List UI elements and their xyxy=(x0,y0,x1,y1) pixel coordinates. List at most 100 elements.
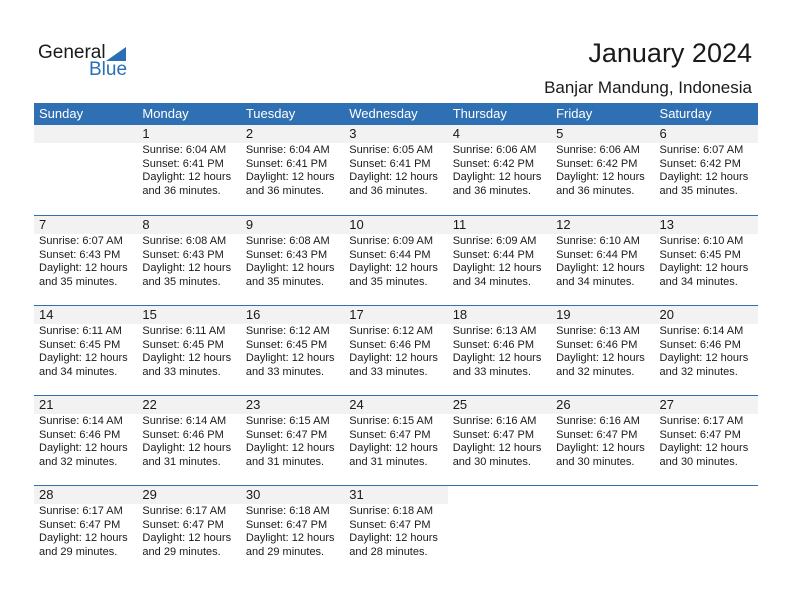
sunrise-text: Sunrise: 6:18 AM xyxy=(245,505,330,517)
day-number: 26 xyxy=(551,396,655,414)
minutes-text: and 36 minutes. xyxy=(556,184,635,197)
sunset-text: Sunset: 6:45 PM xyxy=(39,338,121,351)
day-info: Sunrise: 6:06 AM Sunset: 6:42 PM Daylight:… xyxy=(448,143,551,198)
sunset-text: Sunset: 6:46 PM xyxy=(659,338,741,351)
sunrise-text: Sunrise: 6:05 AM xyxy=(349,144,434,156)
sunset-text: Sunset: 6:47 PM xyxy=(659,428,741,441)
daylight-text: Daylight: 12 hours xyxy=(452,262,542,274)
sunset-text: Sunset: 6:44 PM xyxy=(452,248,535,261)
day-cell: 30 Sunrise: 6:18 AM Sunset: 6:47 PM Dayligh… xyxy=(240,486,345,575)
day-cell: 7 Sunrise: 6:07 AM Sunset: 6:43 PM Daylight… xyxy=(34,216,138,305)
sunset-text: Sunset: 6:41 PM xyxy=(349,157,431,170)
sunrise-text: Sunrise: 6:18 AM xyxy=(349,505,434,517)
day-cell: 1 Sunrise: 6:04 AM Sunset: 6:41 PM Daylight… xyxy=(137,125,241,215)
sunrise-text: Sunrise: 6:12 AM xyxy=(245,325,330,337)
minutes-text: and 35 minutes. xyxy=(39,275,118,288)
daylight-text: Daylight: 12 hours xyxy=(349,171,438,183)
day-cell: 16 Sunrise: 6:12 AM Sunset: 6:45 PM Dayligh… xyxy=(240,306,345,395)
daylight-text: Daylight: 12 hours xyxy=(452,171,542,183)
minutes-text: and 34 minutes. xyxy=(39,365,118,378)
day-cell: 8 Sunrise: 6:08 AM Sunset: 6:43 PM Daylight… xyxy=(137,216,241,305)
day-info: Sunrise: 6:15 AM Sunset: 6:47 PM Daylight:… xyxy=(241,414,344,469)
day-number: 14 xyxy=(34,306,138,324)
minutes-text: and 31 minutes. xyxy=(349,455,428,468)
daylight-text: Daylight: 12 hours xyxy=(39,532,128,544)
day-number: 9 xyxy=(240,216,345,234)
day-number: 18 xyxy=(447,306,552,324)
day-info: Sunrise: 6:07 AM Sunset: 6:42 PM Daylight:… xyxy=(655,143,758,198)
minutes-text: and 32 minutes. xyxy=(556,365,635,378)
daylight-text: Daylight: 12 hours xyxy=(349,352,438,364)
weekday-thursday: Thursday xyxy=(452,106,507,121)
daylight-text: Daylight: 12 hours xyxy=(142,352,232,364)
page-title: January 2024 xyxy=(588,38,752,68)
minutes-text: and 35 minutes. xyxy=(659,184,738,197)
sunrise-text: Sunrise: 6:14 AM xyxy=(39,415,123,427)
day-number: 15 xyxy=(137,306,241,324)
day-cell: 10 Sunrise: 6:09 AM Sunset: 6:44 PM Dayligh… xyxy=(344,216,448,305)
daylight-text: Daylight: 12 hours xyxy=(659,442,749,454)
sunset-text: Sunset: 6:47 PM xyxy=(245,518,328,531)
sunrise-text: Sunrise: 6:11 AM xyxy=(39,325,122,337)
day-info: Sunrise: 6:14 AM Sunset: 6:46 PM Daylight:… xyxy=(34,414,137,469)
daylight-text: Daylight: 12 hours xyxy=(556,171,645,183)
minutes-text: and 34 minutes. xyxy=(659,275,738,288)
day-number: 24 xyxy=(344,396,448,414)
day-info: Sunrise: 6:09 AM Sunset: 6:44 PM Daylight:… xyxy=(344,234,447,289)
day-info: Sunrise: 6:06 AM Sunset: 6:42 PM Daylight:… xyxy=(551,143,654,198)
day-info: Sunrise: 6:17 AM Sunset: 6:47 PM Daylight:… xyxy=(137,504,240,559)
sunset-text: Sunset: 6:47 PM xyxy=(349,428,431,441)
day-cell: 2 Sunrise: 6:04 AM Sunset: 6:41 PM Daylight… xyxy=(240,125,345,215)
sunrise-text: Sunrise: 6:14 AM xyxy=(142,415,227,427)
day-number: 25 xyxy=(447,396,552,414)
sunset-text: Sunset: 6:47 PM xyxy=(452,428,535,441)
daylight-text: Daylight: 12 hours xyxy=(659,352,749,364)
day-info: Sunrise: 6:10 AM Sunset: 6:45 PM Daylight:… xyxy=(655,234,758,289)
sunrise-text: Sunrise: 6:13 AM xyxy=(556,325,640,337)
day-band xyxy=(655,486,758,504)
weekday-saturday: Saturday xyxy=(659,106,712,121)
minutes-text: and 33 minutes. xyxy=(245,365,325,378)
minutes-text: and 30 minutes. xyxy=(452,455,531,468)
minutes-text: and 35 minutes. xyxy=(245,275,325,288)
week-row: 1 Sunrise: 6:04 AM Sunset: 6:41 PM Daylight… xyxy=(34,125,758,215)
sunset-text: Sunset: 6:43 PM xyxy=(142,248,224,261)
week-row: 7 Sunrise: 6:07 AM Sunset: 6:43 PM Daylight… xyxy=(34,215,758,305)
daylight-text: Daylight: 12 hours xyxy=(349,442,438,454)
day-number: 29 xyxy=(137,486,241,504)
sunrise-text: Sunrise: 6:10 AM xyxy=(556,235,640,247)
daylight-text: Daylight: 12 hours xyxy=(659,171,749,183)
sunrise-text: Sunrise: 6:11 AM xyxy=(142,325,226,337)
daylight-text: Daylight: 12 hours xyxy=(245,442,335,454)
sunrise-text: Sunrise: 6:04 AM xyxy=(245,144,330,156)
day-cell: 3 Sunrise: 6:05 AM Sunset: 6:41 PM Daylight… xyxy=(344,125,448,215)
daylight-text: Daylight: 12 hours xyxy=(39,352,128,364)
daylight-text: Daylight: 12 hours xyxy=(452,352,542,364)
minutes-text: and 36 minutes. xyxy=(349,184,428,197)
minutes-text: and 30 minutes. xyxy=(659,455,738,468)
sunset-text: Sunset: 6:42 PM xyxy=(452,157,535,170)
day-info: Sunrise: 6:18 AM Sunset: 6:47 PM Daylight:… xyxy=(241,504,344,559)
sunset-text: Sunset: 6:41 PM xyxy=(142,157,224,170)
day-cell: 23 Sunrise: 6:15 AM Sunset: 6:47 PM Dayligh… xyxy=(240,396,345,485)
day-cell: 11 Sunrise: 6:09 AM Sunset: 6:44 PM Dayligh… xyxy=(447,216,552,305)
day-info: Sunrise: 6:10 AM Sunset: 6:44 PM Daylight:… xyxy=(551,234,654,289)
minutes-text: and 33 minutes. xyxy=(452,365,531,378)
day-cell: 17 Sunrise: 6:12 AM Sunset: 6:46 PM Dayligh… xyxy=(344,306,448,395)
sunset-text: Sunset: 6:45 PM xyxy=(142,338,224,351)
daylight-text: Daylight: 12 hours xyxy=(349,262,438,274)
daylight-text: Daylight: 12 hours xyxy=(245,171,335,183)
day-info: Sunrise: 6:04 AM Sunset: 6:41 PM Daylight:… xyxy=(241,143,344,198)
weekday-friday: Friday xyxy=(556,106,593,121)
day-info: Sunrise: 6:08 AM Sunset: 6:43 PM Daylight:… xyxy=(241,234,344,289)
day-band xyxy=(551,486,654,504)
day-cell: 9 Sunrise: 6:08 AM Sunset: 6:43 PM Daylight… xyxy=(240,216,345,305)
sunset-text: Sunset: 6:44 PM xyxy=(349,248,431,261)
day-number: 10 xyxy=(344,216,448,234)
minutes-text: and 35 minutes. xyxy=(142,275,221,288)
day-cell: 26 Sunrise: 6:16 AM Sunset: 6:47 PM Dayligh… xyxy=(551,396,655,485)
sunset-text: Sunset: 6:46 PM xyxy=(39,428,121,441)
day-cell: 25 Sunrise: 6:16 AM Sunset: 6:47 PM Dayligh… xyxy=(447,396,552,485)
sunset-text: Sunset: 6:43 PM xyxy=(39,248,121,261)
sunrise-text: Sunrise: 6:15 AM xyxy=(245,415,330,427)
